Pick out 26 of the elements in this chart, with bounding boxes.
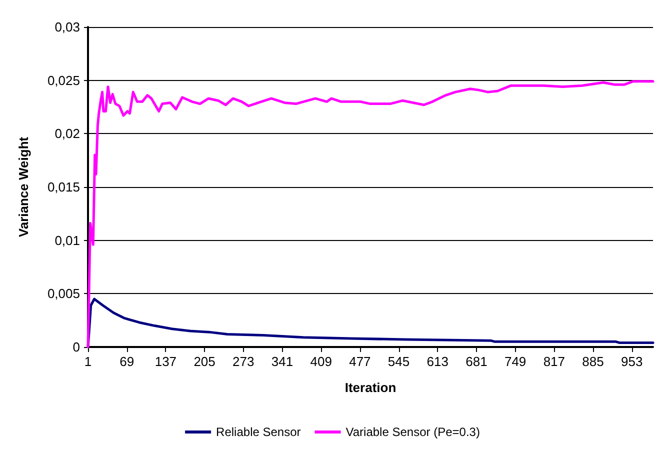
legend-label: Reliable Sensor (216, 425, 301, 439)
y-tick-label: 0,02 (54, 126, 80, 142)
x-tick-label: 545 (388, 354, 410, 369)
x-axis-title: Iteration (344, 380, 396, 395)
x-tick-label: 137 (154, 354, 177, 369)
y-tick-label: 0 (72, 340, 80, 354)
y-tick-label: 0,01 (54, 232, 80, 248)
x-tick-label: 273 (232, 354, 254, 369)
x-tick-label: 409 (310, 354, 332, 369)
y-tick-label: 0,005 (47, 286, 80, 302)
y-tick-label: 0,03 (54, 20, 80, 34)
legend-label: Variable Sensor (Pe=0.3) (346, 425, 480, 439)
y-axis-title: Variance Weight (16, 136, 31, 238)
x-tick-label: 953 (621, 354, 643, 369)
x-tick-label: 69 (120, 354, 134, 369)
x-tick-label: 817 (543, 354, 566, 369)
x-tick-label: 341 (271, 354, 294, 369)
x-tick-label: 681 (466, 354, 488, 369)
y-tick-label: 0,015 (47, 180, 80, 194)
x-tick-label: 885 (582, 354, 604, 369)
x-tick-label: 613 (426, 354, 448, 369)
y-tick-label: 0,025 (47, 72, 80, 88)
x-tick-label: 477 (349, 354, 371, 369)
x-tick-label: 205 (194, 354, 216, 369)
x-tick-label: 749 (504, 354, 526, 369)
x-tick-label: 1 (84, 354, 92, 369)
